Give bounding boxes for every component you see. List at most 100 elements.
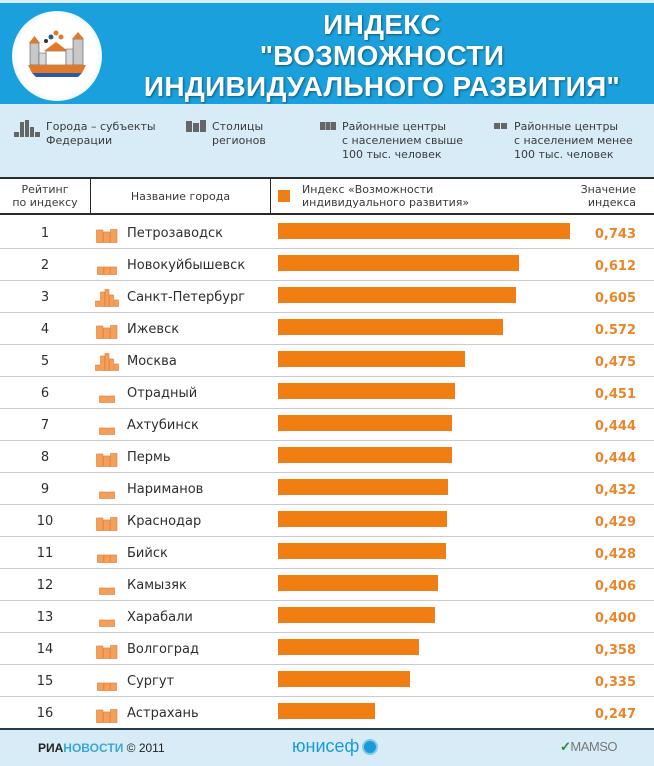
footer: РИАНОВОСТИ © 2011 юнисеф ✓MAMSO [0, 728, 654, 766]
regional-capital-icon [95, 641, 119, 659]
mamso-logo: ✓MAMSO [560, 739, 618, 754]
federal-city-icon [14, 120, 40, 142]
title-line-2: "ВОЗМОЖНОСТИ [259, 40, 505, 71]
index-value: 0,451 [594, 387, 636, 402]
index-bar [278, 639, 419, 655]
city-name: Петрозаводск [127, 226, 224, 241]
regional-capital-icon [95, 513, 119, 531]
index-value: 0,400 [594, 611, 636, 626]
city-name: Ижевск [127, 322, 180, 337]
index-value: 0,612 [594, 259, 636, 274]
rank-cell: 2 [40, 258, 50, 273]
index-value: 0,335 [594, 675, 636, 690]
index-bar [278, 223, 570, 239]
header-value: Значение индекса [580, 183, 636, 209]
rank-cell: 10 [36, 514, 54, 529]
district-center-small-icon [95, 417, 119, 435]
regional-capital-icon [95, 449, 119, 467]
ria-novosti-logo: РИАНОВОСТИ © 2011 [38, 741, 165, 755]
regional-capital-icon [95, 705, 119, 723]
legend-item-regional-capital: Столицы регионов [186, 120, 266, 148]
title-banner: ИНДЕКС "ВОЗМОЖНОСТИ ИНДИВИДУАЛЬНОГО РАЗВ… [0, 0, 654, 104]
table-row: 8 Пермь 0,444 [0, 441, 654, 473]
page-title: ИНДЕКС "ВОЗМОЖНОСТИ ИНДИВИДУАЛЬНОГО РАЗВ… [110, 9, 654, 102]
title-line-1: ИНДЕКС [323, 9, 441, 40]
rank-cell: 5 [40, 354, 50, 369]
city-type-legend: Города – субъекты Федерации Столицы реги… [0, 104, 654, 177]
index-value: 0,475 [594, 355, 636, 370]
index-value: 0,444 [594, 451, 636, 466]
table-row: 16 Астрахань 0,247 [0, 697, 654, 729]
rank-cell: 13 [36, 610, 54, 625]
table-row: 12 Камызяк 0,406 [0, 569, 654, 601]
city-name: Сургут [127, 674, 175, 689]
index-bar [278, 575, 438, 591]
district-center-large-icon [95, 673, 119, 691]
city-name: Новокуйбышевск [127, 258, 246, 273]
table-row: 2 Новокуйбышевск 0,612 [0, 249, 654, 281]
index-bar [278, 287, 516, 303]
rank-cell: 15 [36, 674, 54, 689]
index-value: 0,743 [594, 227, 636, 242]
district-center-large-icon [95, 545, 119, 563]
table-row: 15 Сургут 0,335 [0, 665, 654, 697]
table-row: 13 Харабали 0,400 [0, 601, 654, 633]
table-row: 3 Санкт-Петербург 0,605 [0, 281, 654, 313]
index-bar [278, 383, 455, 399]
rank-cell: 8 [40, 450, 50, 465]
table-row: 5 Москва 0,475 [0, 345, 654, 377]
city-name: Пермь [127, 450, 171, 465]
rank-cell: 11 [36, 546, 54, 561]
header-city: Название города [130, 189, 231, 203]
index-value: 0,358 [594, 643, 636, 658]
regional-capital-icon [95, 321, 119, 339]
legend-item-district-center-large: Районные центры с населением свыше 100 т… [320, 120, 463, 162]
index-bar [278, 351, 465, 367]
city-name: Отрадный [127, 386, 198, 401]
federal-city-icon [95, 353, 119, 371]
table-row: 4 Ижевск 0.572 [0, 313, 654, 345]
regional-capital-icon [95, 225, 119, 243]
index-bar [278, 671, 410, 687]
city-name: Харабали [127, 610, 193, 625]
rank-cell: 14 [36, 642, 54, 657]
column-divider [270, 179, 271, 213]
rank-cell: 16 [36, 706, 54, 721]
city-logo-icon [12, 11, 102, 101]
index-bar [278, 479, 448, 495]
index-value: 0.572 [594, 323, 636, 338]
city-name: Ахтубинск [127, 418, 199, 433]
index-value: 0,605 [594, 291, 636, 306]
city-name: Бийск [127, 546, 168, 561]
table-row: 10 Краснодар 0,429 [0, 505, 654, 537]
city-name: Краснодар [127, 514, 202, 529]
header-rank: Рейтинг по индексу [12, 183, 78, 209]
district-center-large-icon [95, 257, 119, 275]
index-value: 0,444 [594, 419, 636, 434]
table-row: 1 Петрозаводск 0,743 [0, 217, 654, 249]
legend-item-district-center-small: Районные центры с населением менее 100 т… [494, 120, 633, 162]
table-row: 11 Бийск 0,428 [0, 537, 654, 569]
district-center-small-icon [95, 609, 119, 627]
index-bar [278, 703, 375, 719]
rank-cell: 9 [40, 482, 50, 497]
bar-legend-swatch [278, 190, 290, 202]
index-value: 0,406 [594, 579, 636, 594]
district-center-large-icon [320, 120, 336, 134]
federal-city-icon [95, 289, 119, 307]
column-divider [90, 179, 91, 213]
rank-cell: 3 [40, 290, 50, 305]
regional-capital-icon [186, 120, 206, 136]
title-line-3: ИНДИВИДУАЛЬНОГО РАЗВИТИЯ" [143, 71, 621, 102]
city-name: Волгоград [127, 642, 200, 657]
rank-cell: 6 [40, 386, 50, 401]
rank-cell: 4 [40, 322, 50, 337]
index-bar [278, 607, 435, 623]
unicef-logo: юнисеф [292, 736, 379, 757]
rank-cell: 12 [36, 578, 54, 593]
index-bar [278, 319, 503, 335]
index-bar [278, 415, 452, 431]
unicef-globe-icon [362, 738, 379, 755]
index-bar [278, 543, 446, 559]
district-center-small-icon [95, 577, 119, 595]
